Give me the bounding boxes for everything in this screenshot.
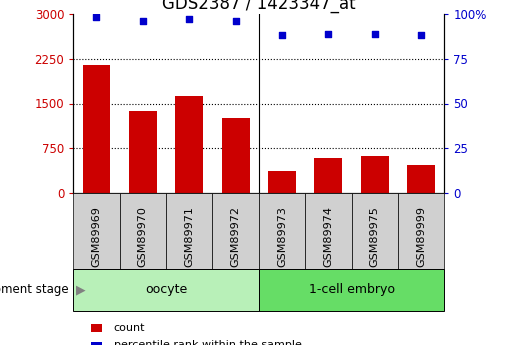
Point	[417, 32, 425, 38]
Text: GSM89971: GSM89971	[184, 207, 194, 267]
Text: GSM89973: GSM89973	[277, 207, 287, 267]
Point	[232, 18, 240, 24]
Bar	[315, 158, 342, 193]
Point	[92, 14, 100, 20]
Text: GSM89999: GSM89999	[416, 206, 426, 267]
Bar	[222, 118, 249, 193]
Text: GSM89975: GSM89975	[370, 207, 380, 267]
Text: percentile rank within the sample: percentile rank within the sample	[114, 340, 301, 345]
Point	[278, 32, 286, 38]
Text: development stage: development stage	[0, 283, 68, 296]
Bar	[407, 165, 435, 193]
Bar	[175, 96, 203, 193]
Text: oocyte: oocyte	[145, 283, 187, 296]
Bar	[361, 156, 389, 193]
Title: GDS2387 / 1423347_at: GDS2387 / 1423347_at	[162, 0, 356, 12]
Text: GSM89970: GSM89970	[138, 207, 148, 267]
Text: GSM89969: GSM89969	[91, 207, 102, 267]
Bar	[268, 171, 296, 193]
Point	[185, 17, 193, 22]
Bar	[82, 65, 110, 193]
Text: count: count	[114, 323, 145, 333]
Bar	[129, 111, 157, 193]
Text: 1-cell embryo: 1-cell embryo	[309, 283, 394, 296]
Point	[324, 31, 332, 36]
Text: ▶: ▶	[76, 283, 85, 296]
Text: GSM89972: GSM89972	[231, 206, 240, 267]
Point	[139, 18, 147, 24]
Text: GSM89974: GSM89974	[323, 206, 333, 267]
Point	[371, 31, 379, 36]
